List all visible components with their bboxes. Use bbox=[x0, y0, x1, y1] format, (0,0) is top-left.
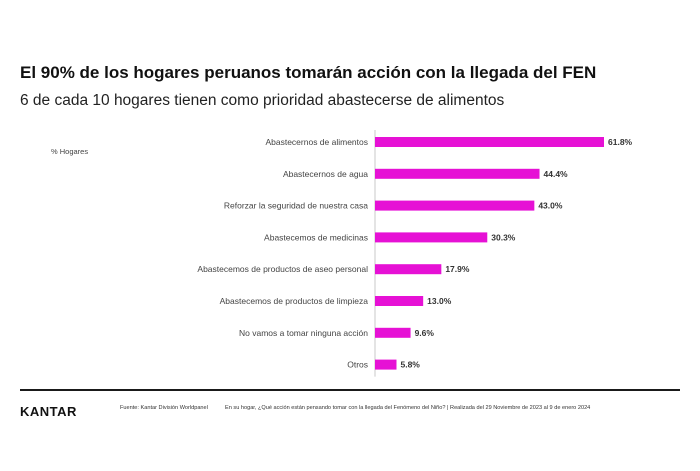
question-note: En su hogar, ¿Qué acción están pensando … bbox=[225, 405, 591, 411]
category-label: Abastecemos de productos de limpieza bbox=[220, 296, 369, 306]
chart-subtitle: 6 de cada 10 hogares tienen como priorid… bbox=[20, 92, 505, 109]
category-label: Abastecemos de medicinas bbox=[264, 232, 368, 242]
bar bbox=[375, 232, 488, 243]
kantar-logo: KANTAR bbox=[20, 404, 77, 419]
category-label: Abastecernos de agua bbox=[283, 169, 368, 179]
bar-chart: Abastecernos de alimentos 61.8% Abastecern… bbox=[197, 130, 633, 377]
bar bbox=[375, 327, 411, 338]
unit-label: % Hogares bbox=[51, 147, 89, 156]
category-label: Reforzar la seguridad de nuestra casa bbox=[224, 201, 368, 211]
bar bbox=[375, 359, 397, 370]
value-label: 17.9% bbox=[445, 264, 470, 274]
bar bbox=[375, 168, 540, 179]
value-label: 9.6% bbox=[415, 328, 435, 338]
source-note: Fuente: Kantar División Worldpanel bbox=[120, 405, 208, 411]
value-label: 44.4% bbox=[544, 169, 569, 179]
bar bbox=[375, 200, 535, 211]
chart-title: El 90% de los hogares peruanos tomarán a… bbox=[20, 63, 597, 82]
value-label: 5.8% bbox=[400, 360, 420, 370]
category-label: Abastecernos de alimentos bbox=[265, 137, 368, 147]
category-label: Otros bbox=[347, 360, 368, 370]
category-label: Abastecemos de productos de aseo persona… bbox=[197, 264, 368, 274]
bar bbox=[375, 264, 442, 275]
bar bbox=[375, 137, 604, 147]
value-label: 61.8% bbox=[608, 137, 633, 147]
footer-divider bbox=[20, 389, 680, 391]
value-label: 30.3% bbox=[491, 232, 516, 242]
value-label: 13.0% bbox=[427, 296, 452, 306]
category-label: No vamos a tomar ninguna acción bbox=[239, 328, 368, 338]
bar bbox=[375, 296, 424, 306]
value-label: 43.0% bbox=[538, 201, 563, 211]
